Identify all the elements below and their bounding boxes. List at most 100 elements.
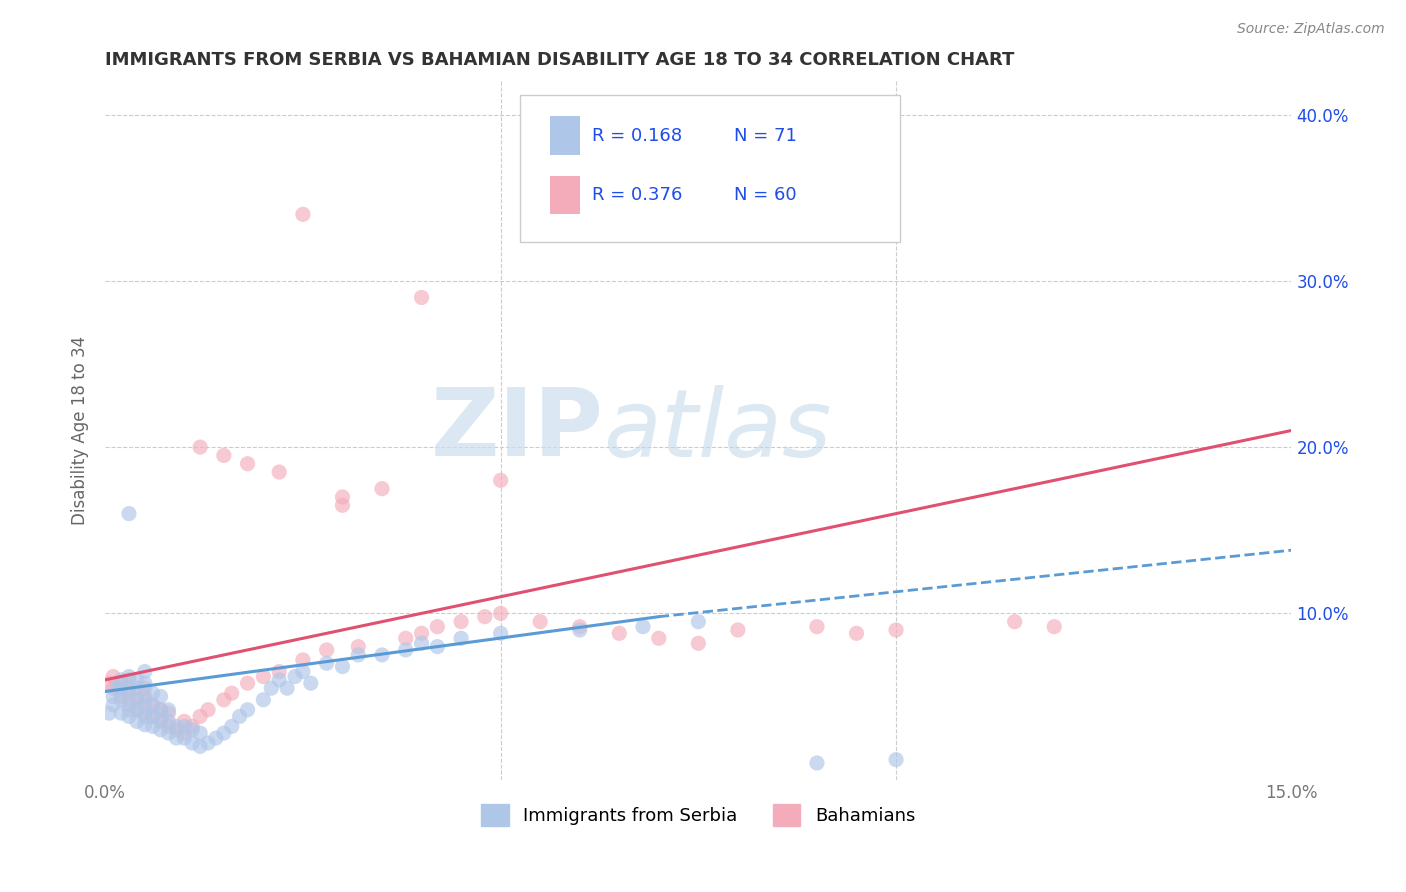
Point [125,693,148,707]
Point [426,640,449,654]
Point [142,686,165,700]
Point [269,673,291,687]
Point [110,706,132,720]
Point [411,626,433,640]
Text: atlas: atlas [603,385,832,476]
Point [631,620,654,634]
Point [291,207,314,221]
Point [110,673,132,687]
Point [228,709,250,723]
Point [284,669,307,683]
Point [181,719,204,733]
Y-axis label: Disability Age 18 to 34: Disability Age 18 to 34 [72,336,89,525]
Text: ZIP: ZIP [430,384,603,476]
Point [118,686,141,700]
Point [474,609,496,624]
Point [332,498,354,512]
Point [101,690,124,704]
Point [142,699,165,714]
Point [688,615,710,629]
Point [221,686,243,700]
Point [118,709,141,723]
Point [157,726,180,740]
Point [332,490,354,504]
Point [134,717,156,731]
Point [125,703,148,717]
Point [173,719,195,733]
FancyBboxPatch shape [520,95,900,242]
FancyBboxPatch shape [550,116,579,154]
Text: N = 71: N = 71 [734,127,797,145]
Point [134,690,156,704]
Legend: Immigrants from Serbia, Bahamians: Immigrants from Serbia, Bahamians [474,797,922,833]
Point [489,474,512,488]
Point [134,706,156,720]
Point [450,615,472,629]
Point [529,615,551,629]
Point [688,636,710,650]
Point [450,632,472,646]
Point [98,706,121,720]
Text: Source: ZipAtlas.com: Source: ZipAtlas.com [1237,22,1385,37]
Point [110,681,132,695]
Point [212,693,235,707]
Point [236,703,259,717]
Point [101,669,124,683]
FancyBboxPatch shape [550,176,579,214]
Point [157,706,180,720]
Point [149,703,172,717]
Point [299,676,322,690]
Point [125,681,148,695]
Point [173,714,195,729]
Point [236,457,259,471]
Point [142,709,165,723]
Point [134,699,156,714]
Point [568,623,591,637]
Point [173,726,195,740]
Point [125,703,148,717]
Point [845,626,868,640]
Point [1043,620,1066,634]
Point [134,676,156,690]
Point [411,290,433,304]
Point [134,665,156,679]
Point [98,676,121,690]
Point [134,709,156,723]
Point [315,643,337,657]
Point [149,690,172,704]
Point [181,736,204,750]
Point [118,507,141,521]
Point [149,713,172,727]
Point [125,714,148,729]
Text: IMMIGRANTS FROM SERBIA VS BAHAMIAN DISABILITY AGE 18 TO 34 CORRELATION CHART: IMMIGRANTS FROM SERBIA VS BAHAMIAN DISAB… [105,51,1015,69]
Point [118,681,141,695]
Point [110,690,132,704]
Point [149,703,172,717]
Point [371,648,394,662]
Point [489,607,512,621]
Point [212,449,235,463]
Point [173,731,195,745]
Point [276,681,298,695]
Point [347,648,370,662]
Point [411,636,433,650]
Text: R = 0.376: R = 0.376 [592,186,682,204]
Point [648,632,671,646]
Point [371,482,394,496]
Point [291,665,314,679]
Point [727,623,749,637]
Point [395,643,418,657]
Point [142,709,165,723]
Point [165,719,187,733]
Point [260,681,283,695]
Point [110,693,132,707]
Point [157,714,180,729]
Point [1004,615,1026,629]
Point [118,693,141,707]
Point [149,723,172,737]
Point [291,653,314,667]
Point [269,665,291,679]
Point [110,676,132,690]
Point [806,620,828,634]
Point [157,703,180,717]
